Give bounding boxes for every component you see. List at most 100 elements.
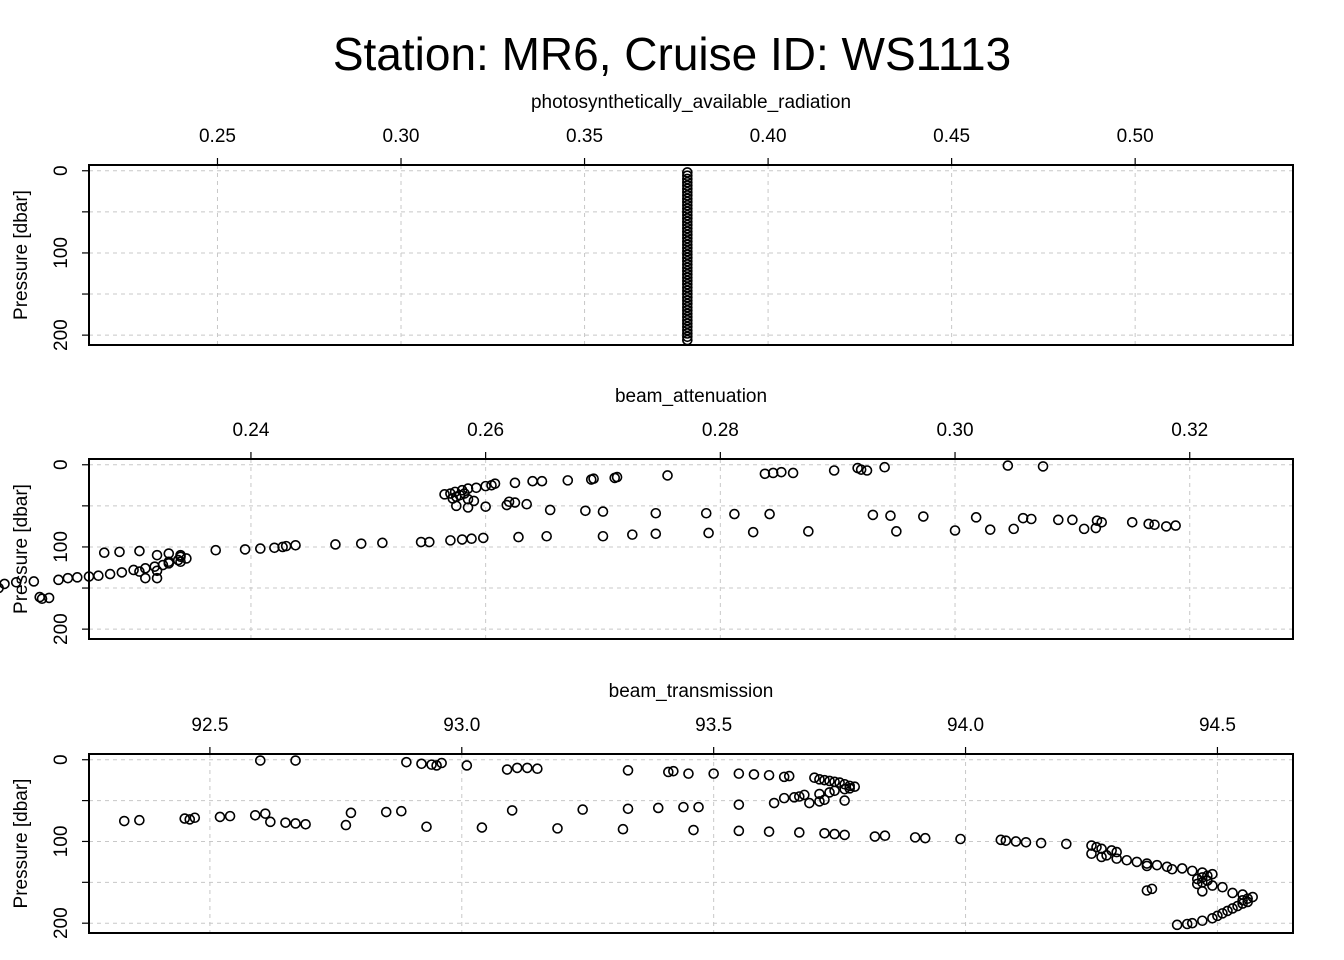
data-point: [116, 567, 128, 578]
data-point: [682, 308, 693, 320]
data-point: [1212, 910, 1223, 922]
data-point: [134, 545, 145, 557]
x-tick-label: 93.5: [695, 715, 732, 736]
data-point: [1166, 863, 1178, 875]
data-point: [501, 499, 513, 511]
data-point: [995, 834, 1007, 846]
data-point: [839, 783, 850, 795]
data-point: [783, 770, 795, 782]
data-point: [140, 572, 151, 584]
x-tick-label: 0.32: [1171, 420, 1208, 441]
data-point: [682, 331, 693, 343]
data-point: [682, 255, 693, 267]
data-point: [10, 576, 22, 588]
data-point: [1207, 880, 1218, 891]
data-point: [1197, 886, 1208, 897]
data-point: [663, 766, 674, 778]
data-point: [839, 795, 850, 806]
data-point: [0, 582, 4, 594]
data-point: [700, 507, 712, 519]
data-point: [456, 534, 468, 545]
panel-title: beam_attenuation: [615, 386, 767, 407]
data-point: [729, 508, 740, 520]
data-point: [839, 829, 850, 841]
data-point: [662, 470, 673, 481]
data-point: [650, 507, 662, 519]
data-point: [682, 252, 693, 264]
data-point: [597, 530, 609, 542]
data-point: [43, 592, 55, 604]
x-tick-label: 0.40: [750, 126, 787, 147]
data-point: [214, 811, 226, 823]
y-tick-label: 0: [51, 459, 72, 470]
data-point: [1186, 917, 1198, 929]
data-point: [114, 546, 125, 558]
data-point: [439, 489, 450, 500]
data-point: [476, 822, 488, 833]
panel-2: beam_attenuation 0.24 0.26 0.28 0.30 0.32 0 100…: [0, 386, 1294, 645]
data-point: [768, 797, 780, 809]
data-point: [682, 278, 693, 290]
data-point: [682, 213, 693, 224]
data-point: [682, 199, 693, 211]
data-point: [415, 536, 427, 548]
data-point: [682, 275, 693, 287]
data-point: [682, 222, 693, 234]
data-point: [682, 206, 693, 218]
data-point: [163, 558, 175, 569]
data-point: [1237, 898, 1248, 909]
data-point: [1161, 861, 1173, 873]
data-point: [1035, 837, 1047, 849]
data-point: [1111, 846, 1122, 858]
data-point: [527, 475, 538, 487]
data-point: [682, 295, 693, 306]
data-point: [1096, 516, 1108, 528]
data-point: [509, 477, 521, 489]
data-point: [970, 512, 982, 523]
data-point: [682, 298, 693, 310]
data-point: [179, 813, 191, 824]
data-point: [1207, 912, 1218, 924]
y-tick-label: 200: [51, 319, 72, 351]
y-tick-label: 200: [51, 613, 72, 645]
data-point: [617, 823, 629, 835]
y-tick-label: 200: [51, 907, 72, 939]
data-point: [682, 219, 693, 231]
data-point: [513, 531, 524, 543]
data-point: [290, 818, 301, 829]
data-point: [788, 792, 800, 803]
data-point: [682, 259, 693, 270]
data-point: [764, 508, 775, 520]
data-point: [224, 810, 236, 822]
data-point: [134, 566, 145, 577]
data-point: [733, 825, 745, 837]
data-point: [597, 506, 609, 517]
data-point: [269, 542, 280, 554]
data-point: [763, 826, 775, 837]
data-point: [949, 525, 961, 536]
data-point: [1002, 460, 1014, 471]
x-tick-label: 0.26: [467, 420, 504, 441]
data-point: [1091, 841, 1102, 853]
x-tick-label: 94.5: [1199, 715, 1236, 736]
data-point: [380, 806, 392, 818]
data-point: [134, 814, 145, 826]
data-point: [682, 236, 693, 247]
data-point: [118, 815, 130, 827]
data-point: [819, 827, 830, 839]
data-point: [814, 774, 825, 785]
data-point: [682, 249, 693, 260]
data-point: [879, 461, 890, 473]
plot-frame: [88, 164, 1294, 346]
data-point: [855, 464, 867, 475]
x-tick-label: 0.35: [566, 126, 603, 147]
data-point: [682, 265, 693, 277]
panel-1: photosynthetically_available_radiation 0.…: [11, 92, 1294, 351]
data-point: [1202, 870, 1213, 882]
data-point: [511, 762, 523, 774]
data-point: [682, 246, 693, 257]
data-point: [249, 810, 261, 821]
data-point: [622, 765, 634, 776]
data-point: [53, 574, 64, 586]
